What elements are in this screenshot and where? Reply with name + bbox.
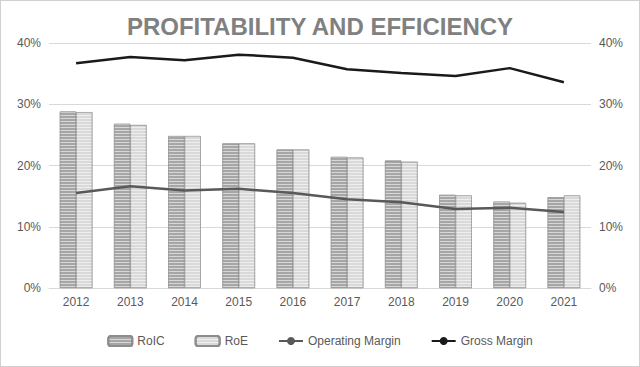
svg-text:2012: 2012 (63, 295, 90, 309)
svg-text:40%: 40% (17, 36, 41, 50)
svg-text:30%: 30% (599, 97, 623, 111)
svg-text:RoIC: RoIC (137, 334, 165, 348)
svg-text:2017: 2017 (334, 295, 361, 309)
svg-text:10%: 10% (599, 220, 623, 234)
svg-text:2014: 2014 (171, 295, 198, 309)
svg-text:2018: 2018 (388, 295, 415, 309)
svg-text:Gross Margin: Gross Margin (461, 334, 533, 348)
svg-text:PROFITABILITY AND EFFICIENCY: PROFITABILITY AND EFFICIENCY (127, 13, 513, 40)
svg-text:20%: 20% (599, 159, 623, 173)
svg-text:2013: 2013 (117, 295, 144, 309)
svg-text:2019: 2019 (442, 295, 469, 309)
svg-text:2020: 2020 (496, 295, 523, 309)
svg-text:0%: 0% (599, 281, 617, 295)
svg-text:Operating Margin: Operating Margin (308, 334, 401, 348)
svg-text:10%: 10% (17, 220, 41, 234)
svg-text:RoE: RoE (225, 334, 248, 348)
svg-text:30%: 30% (17, 97, 41, 111)
svg-text:40%: 40% (599, 36, 623, 50)
svg-text:20%: 20% (17, 159, 41, 173)
svg-text:2021: 2021 (551, 295, 578, 309)
svg-text:2015: 2015 (225, 295, 252, 309)
svg-text:0%: 0% (24, 281, 42, 295)
svg-text:2016: 2016 (280, 295, 307, 309)
